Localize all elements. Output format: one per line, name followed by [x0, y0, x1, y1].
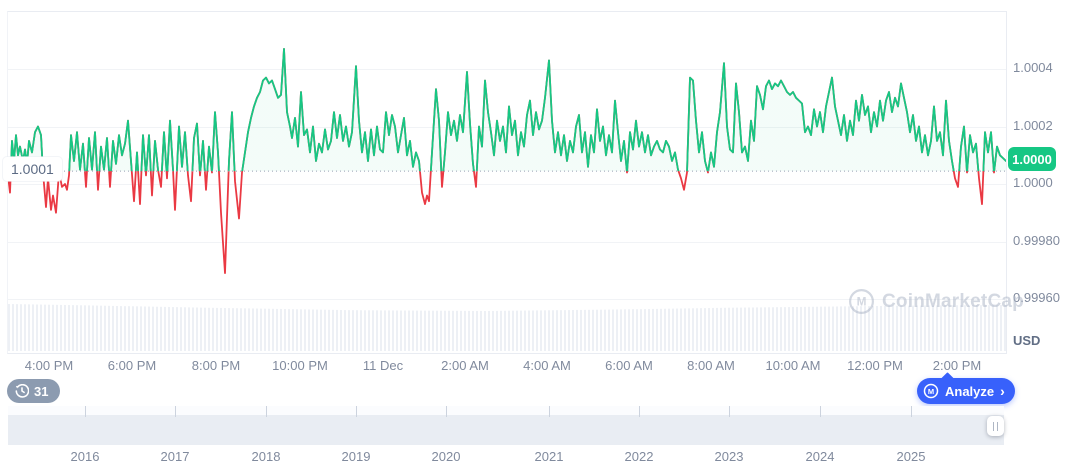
- history-count-badge[interactable]: 31: [7, 379, 61, 403]
- x-axis-label: 10:00 AM: [765, 358, 821, 373]
- navigator-year-label: 2016: [70, 449, 100, 464]
- navigator-year-label: 2024: [805, 449, 835, 464]
- x-axis-label: 6:00 PM: [107, 358, 157, 373]
- x-axis-label: 2:00 AM: [441, 358, 489, 373]
- history-clock-icon: [15, 384, 29, 398]
- price-series: [8, 48, 1006, 275]
- navigator-year-tick: [549, 406, 550, 417]
- navigator-year-label: 2023: [714, 449, 744, 464]
- navigator-year-label: 2021: [534, 449, 564, 464]
- navigator-year-tick: [175, 406, 176, 417]
- navigator-year-label: 2017: [160, 449, 190, 464]
- watermark: M CoinMarketCap: [848, 288, 1024, 315]
- navigator-year-label: 2020: [431, 449, 461, 464]
- y-axis-label: 0.99980: [1013, 232, 1060, 248]
- gridline: [8, 241, 1006, 243]
- navigator-mini-series: [8, 406, 1004, 415]
- navigator-year-tick: [911, 406, 912, 417]
- coinmarketcap-logo-icon: M: [923, 383, 939, 399]
- analyze-button[interactable]: M Analyze ›: [917, 378, 1015, 404]
- svg-text:M: M: [857, 295, 867, 309]
- y-axis-label: 1.0002: [1013, 117, 1053, 133]
- y-axis-label: 1.0004: [1013, 60, 1053, 75]
- chart-plot-area[interactable]: [7, 11, 1007, 354]
- gridline: [8, 69, 1006, 70]
- navigator-year-label: 2018: [251, 449, 281, 464]
- x-axis-label: 12:00 PM: [847, 358, 903, 373]
- x-axis-label: 2:00 PM: [932, 358, 982, 373]
- history-count: 31: [34, 383, 49, 399]
- navigator-year-label: 2019: [341, 449, 371, 464]
- x-axis-label: 8:00 AM: [687, 358, 735, 373]
- navigator-year-tick: [820, 406, 821, 417]
- current-price-badge: 1.0000: [1008, 147, 1056, 171]
- navigator-year-tick: [85, 406, 86, 417]
- navigator-year-label: 2022: [624, 449, 654, 464]
- x-axis-label: 10:00 PM: [272, 358, 328, 373]
- navigator-year-tick: [639, 406, 640, 417]
- timeline-navigator[interactable]: [8, 406, 1004, 445]
- x-axis-label: 8:00 PM: [191, 358, 241, 373]
- x-axis-label: 11 Dec: [362, 358, 404, 373]
- svg-text:M: M: [928, 387, 934, 396]
- area-fill: [8, 48, 1006, 172]
- navigator-drag-handle[interactable]: [987, 416, 1004, 436]
- navigator-year-tick: [266, 406, 267, 417]
- chevron-right-icon: ›: [1000, 382, 1005, 399]
- x-axis-label: 4:00 AM: [523, 358, 571, 373]
- gridline: [8, 184, 1006, 185]
- x-axis-label: 6:00 AM: [605, 358, 653, 373]
- watermark-text: CoinMarketCap: [882, 290, 1024, 312]
- volume-bars: [8, 304, 1006, 351]
- navigator-year-tick: [729, 406, 730, 417]
- currency-label: USD: [1013, 333, 1041, 348]
- navigator-year-tick: [446, 406, 447, 417]
- price-line-above-open: [9, 48, 1006, 172]
- navigator-year-tick: [356, 406, 357, 417]
- coinmarketcap-logo-icon: M: [849, 289, 874, 314]
- navigator-year-label: 2025: [896, 449, 926, 464]
- y-axis-label: 1.0000: [1013, 175, 1053, 190]
- x-axis-label: 4:00 PM: [24, 358, 74, 373]
- open-price-label: 1.0001: [3, 157, 62, 182]
- y-axis-label: 0.99960: [1013, 290, 1060, 305]
- analyze-label: Analyze: [945, 383, 995, 399]
- gridline: [8, 299, 1006, 300]
